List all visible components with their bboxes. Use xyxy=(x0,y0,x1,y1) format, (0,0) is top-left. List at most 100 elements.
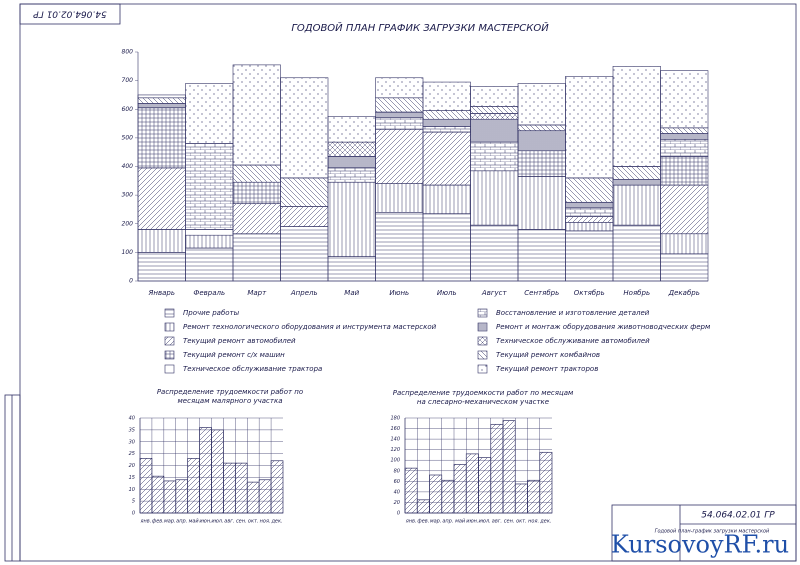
legend-label: Текущий ремонт с/х машин xyxy=(183,351,285,359)
x-tick-label: май xyxy=(189,519,200,525)
bar-segment xyxy=(565,177,614,203)
x-tick-label: Август xyxy=(481,289,508,297)
y-tick-label: 20 xyxy=(129,463,135,469)
bar xyxy=(502,420,516,514)
legend-swatch xyxy=(164,308,175,318)
x-tick-label: окт. xyxy=(248,519,259,525)
chart-title: месяцам малярного участка xyxy=(178,397,283,405)
bar-segment xyxy=(422,110,471,120)
x-tick-label: Октябрь xyxy=(574,289,605,297)
y-tick-label: 10 xyxy=(129,487,135,493)
bar-segment xyxy=(565,230,614,282)
bar-segment xyxy=(660,156,709,186)
bar-segment xyxy=(660,70,709,129)
bar-segment xyxy=(185,143,234,230)
bar-segment xyxy=(470,113,519,120)
x-tick-label: авг. xyxy=(492,519,502,525)
bar-segment xyxy=(327,181,376,257)
bar-segment xyxy=(375,183,424,213)
bar-segment xyxy=(327,156,376,169)
legend-label: Восстановление и изготовление деталей xyxy=(496,309,650,317)
x-tick-label: июл. xyxy=(211,519,223,525)
y-tick-label: 200 xyxy=(122,220,134,227)
bar-segment xyxy=(470,118,519,143)
x-tick-label: дек. xyxy=(270,519,282,525)
bar-segment xyxy=(422,118,471,127)
legend-label: Текущий ремонт тракторов xyxy=(496,365,598,373)
bar xyxy=(258,479,272,514)
x-tick-label: мар. xyxy=(164,519,176,525)
y-tick-label: 80 xyxy=(394,468,400,474)
bar-segment xyxy=(137,229,186,253)
bar-segment xyxy=(185,247,234,282)
y-tick-label: 60 xyxy=(394,479,400,485)
bar-segment xyxy=(185,229,234,236)
x-tick-label: авг. xyxy=(224,519,234,525)
bar-segment xyxy=(280,177,329,207)
bar-segment xyxy=(565,216,614,223)
chart-title: Распределение трудоемкости работ по xyxy=(157,388,303,396)
x-tick-label: ноя. xyxy=(260,519,271,525)
x-tick-label: июл. xyxy=(479,519,491,525)
bar-segment xyxy=(612,66,661,167)
legend-label: Прочие работы xyxy=(183,309,240,317)
x-tick-label: Ноябрь xyxy=(623,289,650,297)
bar xyxy=(404,467,418,514)
bar-segment xyxy=(565,222,614,232)
y-tick-label: 5 xyxy=(132,499,135,505)
x-tick-label: июн. xyxy=(466,519,478,525)
x-tick-label: апр. xyxy=(442,519,453,525)
chart-title: ГОДОВОЙ ПЛАН ГРАФИК ЗАГРУЗКИ МАСТЕРСКОЙ xyxy=(291,21,549,34)
legend-label: Текущий ремонт комбайнов xyxy=(496,351,600,359)
x-tick-label: фев. xyxy=(417,519,429,525)
bar-segment xyxy=(422,81,471,111)
code-box xyxy=(19,3,121,25)
chart-title: Распределение трудоемкости работ по меся… xyxy=(393,389,574,397)
bar-segment xyxy=(422,126,471,133)
x-tick-label: окт. xyxy=(516,519,527,525)
bar-segment xyxy=(137,97,186,104)
bar-segment xyxy=(280,206,329,227)
y-tick-label: 140 xyxy=(390,437,400,443)
bar-segment xyxy=(375,212,424,282)
y-tick-label: 0 xyxy=(129,278,133,285)
x-tick-label: Апрель xyxy=(290,289,318,297)
bar xyxy=(199,427,212,514)
x-tick-label: апр. xyxy=(176,519,187,525)
title-block xyxy=(611,504,797,562)
side-strip xyxy=(4,394,21,562)
y-tick-label: 35 xyxy=(129,427,135,433)
bar-segment xyxy=(185,234,234,249)
legend-swatch xyxy=(164,350,175,360)
legend-label: Ремонт и монтаж оборудования животноводч… xyxy=(496,323,711,331)
bar-segment xyxy=(517,229,566,282)
bar xyxy=(453,464,467,514)
bar-segment xyxy=(612,166,661,180)
bar xyxy=(490,423,504,514)
bar-segment xyxy=(422,131,471,186)
x-tick-label: фев. xyxy=(152,519,164,525)
bar-segment xyxy=(280,77,329,179)
legend-swatch xyxy=(477,322,488,332)
x-tick-label: Январь xyxy=(148,289,175,297)
x-tick-label: янв. xyxy=(141,519,152,525)
bar-segment xyxy=(660,133,709,140)
bar-segment xyxy=(137,94,186,99)
bar-segment xyxy=(612,224,661,282)
y-tick-label: 100 xyxy=(390,458,400,464)
legend-swatch xyxy=(477,336,488,346)
bar xyxy=(211,429,224,514)
bar-segment xyxy=(517,130,566,152)
bar-segment xyxy=(232,233,281,282)
legend-swatch xyxy=(164,364,175,374)
bar xyxy=(441,479,455,514)
bar-segment xyxy=(327,116,376,143)
x-tick-label: июн. xyxy=(199,519,211,525)
bar xyxy=(416,499,430,514)
bar-segment xyxy=(137,252,186,282)
bar xyxy=(223,462,236,514)
bar-segment xyxy=(137,103,186,109)
bar xyxy=(514,483,528,514)
legend-swatch xyxy=(477,308,488,318)
